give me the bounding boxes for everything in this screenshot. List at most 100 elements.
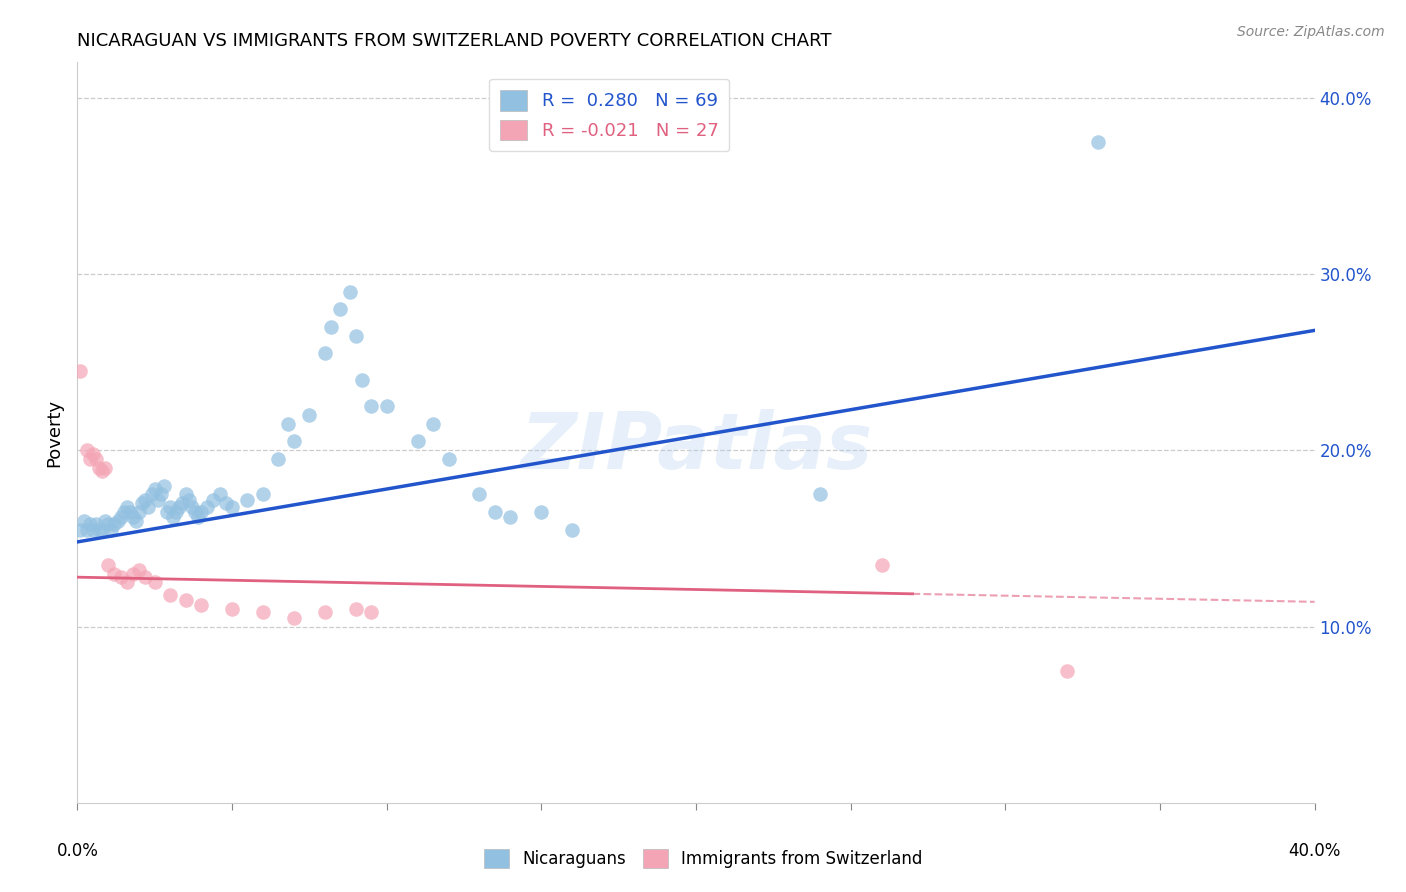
Point xyxy=(84,452,107,467)
Point xyxy=(165,505,187,519)
Point xyxy=(134,492,156,507)
Point xyxy=(103,566,125,581)
Text: Source: ZipAtlas.com: Source: ZipAtlas.com xyxy=(1237,25,1385,39)
Point xyxy=(314,346,336,360)
Point xyxy=(468,487,491,501)
Point xyxy=(84,517,107,532)
Point xyxy=(172,496,194,510)
Point xyxy=(808,487,831,501)
Point xyxy=(72,514,94,528)
Point xyxy=(141,487,163,501)
Point xyxy=(484,505,506,519)
Point xyxy=(112,505,135,519)
Point xyxy=(128,505,150,519)
Point xyxy=(125,514,148,528)
Y-axis label: Poverty: Poverty xyxy=(45,399,63,467)
Point xyxy=(561,523,583,537)
Text: 0.0%: 0.0% xyxy=(56,841,98,860)
Point xyxy=(319,319,342,334)
Point xyxy=(110,570,132,584)
Point xyxy=(314,606,336,620)
Point xyxy=(115,500,138,514)
Point xyxy=(76,443,98,458)
Point xyxy=(91,464,114,478)
Point xyxy=(174,593,197,607)
Point xyxy=(202,492,225,507)
Point xyxy=(350,373,373,387)
Point xyxy=(87,523,110,537)
Point xyxy=(115,575,138,590)
Point xyxy=(422,417,444,431)
Point xyxy=(339,285,361,299)
Point xyxy=(180,500,202,514)
Point xyxy=(277,417,299,431)
Point xyxy=(195,500,218,514)
Point xyxy=(208,487,231,501)
Point xyxy=(174,487,197,501)
Point xyxy=(100,523,122,537)
Point xyxy=(159,500,181,514)
Point xyxy=(122,510,145,524)
Point xyxy=(530,505,553,519)
Text: ZIPatlas: ZIPatlas xyxy=(520,409,872,485)
Point xyxy=(190,505,212,519)
Point xyxy=(187,510,209,524)
Point xyxy=(329,302,352,317)
Point xyxy=(236,492,259,507)
Point xyxy=(94,514,117,528)
Point xyxy=(131,496,153,510)
Point xyxy=(110,510,132,524)
Point xyxy=(118,505,141,519)
Legend: R =  0.280   N = 69, R = -0.021   N = 27: R = 0.280 N = 69, R = -0.021 N = 27 xyxy=(489,78,730,152)
Point xyxy=(344,602,367,616)
Point xyxy=(143,575,166,590)
Point xyxy=(153,478,176,492)
Point xyxy=(184,505,207,519)
Point xyxy=(215,496,238,510)
Point xyxy=(146,492,169,507)
Point xyxy=(97,558,120,572)
Point xyxy=(221,500,243,514)
Point xyxy=(138,500,160,514)
Text: NICARAGUAN VS IMMIGRANTS FROM SWITZERLAND POVERTY CORRELATION CHART: NICARAGUAN VS IMMIGRANTS FROM SWITZERLAN… xyxy=(77,32,832,50)
Point xyxy=(283,434,305,449)
Point xyxy=(82,447,104,461)
Point xyxy=(406,434,429,449)
Point xyxy=(69,523,91,537)
Point xyxy=(87,461,110,475)
Point xyxy=(169,500,191,514)
Point xyxy=(107,514,129,528)
Legend: Nicaraguans, Immigrants from Switzerland: Nicaraguans, Immigrants from Switzerland xyxy=(477,843,929,875)
Point xyxy=(360,606,382,620)
Point xyxy=(134,570,156,584)
Point xyxy=(344,328,367,343)
Point xyxy=(128,563,150,577)
Point xyxy=(159,588,181,602)
Point xyxy=(190,599,212,613)
Point xyxy=(283,610,305,624)
Point xyxy=(870,558,893,572)
Point xyxy=(437,452,460,467)
Point xyxy=(149,487,172,501)
Point xyxy=(252,487,274,501)
Point xyxy=(79,452,101,467)
Point xyxy=(76,523,98,537)
Point xyxy=(1087,135,1109,149)
Point xyxy=(221,602,243,616)
Text: 40.0%: 40.0% xyxy=(1288,841,1341,860)
Point xyxy=(499,510,522,524)
Point xyxy=(91,523,114,537)
Point xyxy=(79,517,101,532)
Point xyxy=(97,517,120,532)
Point xyxy=(298,408,321,422)
Point xyxy=(252,606,274,620)
Point xyxy=(122,566,145,581)
Point xyxy=(375,399,398,413)
Point xyxy=(94,461,117,475)
Point xyxy=(156,505,179,519)
Point xyxy=(1056,664,1078,678)
Point xyxy=(103,517,125,532)
Point xyxy=(177,492,200,507)
Point xyxy=(143,482,166,496)
Point xyxy=(360,399,382,413)
